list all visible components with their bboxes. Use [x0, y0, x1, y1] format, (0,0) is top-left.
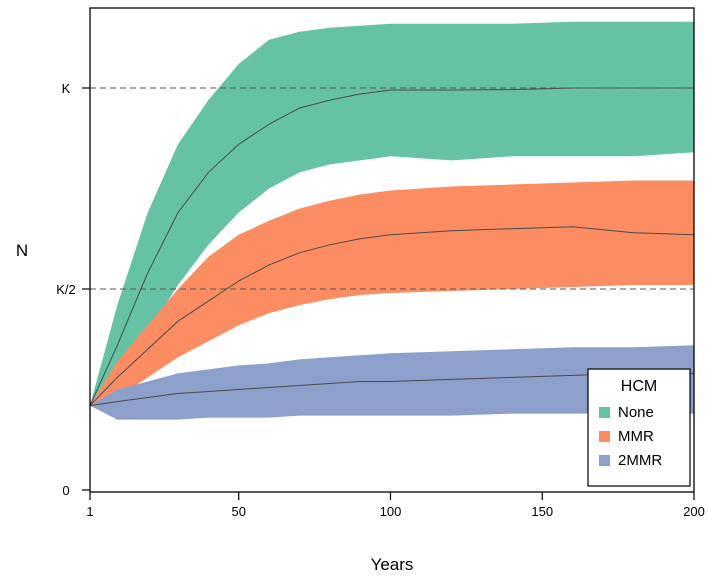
x-axis-title: Years	[371, 555, 414, 574]
y-tick-label: K	[62, 81, 71, 96]
legend-label-2mmr: 2MMR	[618, 452, 662, 469]
band-2mmr	[90, 345, 694, 420]
x-axis: 1 50 100 150 200	[86, 492, 705, 519]
legend-title: HCM	[621, 378, 657, 395]
plot-frame	[89, 7, 695, 493]
mean-line-none	[90, 87, 694, 406]
legend-swatch-none	[599, 407, 610, 418]
legend-swatch-2mmr	[599, 455, 610, 466]
legend-label-none: None	[618, 404, 654, 421]
legend-box	[587, 368, 691, 487]
mean-lines-layer	[90, 87, 694, 407]
x-tick-label: 200	[683, 504, 705, 519]
band-none	[90, 21, 694, 406]
legend-swatch-mmr	[599, 431, 610, 442]
reference-lines-layer	[90, 87, 694, 290]
y-axis-title: N	[16, 241, 28, 260]
y-tick-label: K/2	[56, 282, 76, 297]
y-axis: 0 K/2 K	[56, 81, 90, 498]
y-tick-label: 0	[62, 483, 69, 498]
x-tick-label: 1	[86, 504, 93, 519]
bands-layer	[90, 21, 694, 420]
legend: HCM None MMR 2MMR	[587, 368, 691, 487]
band-mmr	[90, 180, 694, 406]
mean-line-2mmr	[90, 372, 694, 407]
legend-items: None MMR 2MMR	[599, 404, 662, 469]
x-tick-label: 150	[531, 504, 553, 519]
x-tick-label: 100	[380, 504, 402, 519]
legend-label-mmr: MMR	[618, 428, 654, 445]
x-tick-label: 50	[231, 504, 245, 519]
mean-line-mmr	[90, 226, 694, 406]
